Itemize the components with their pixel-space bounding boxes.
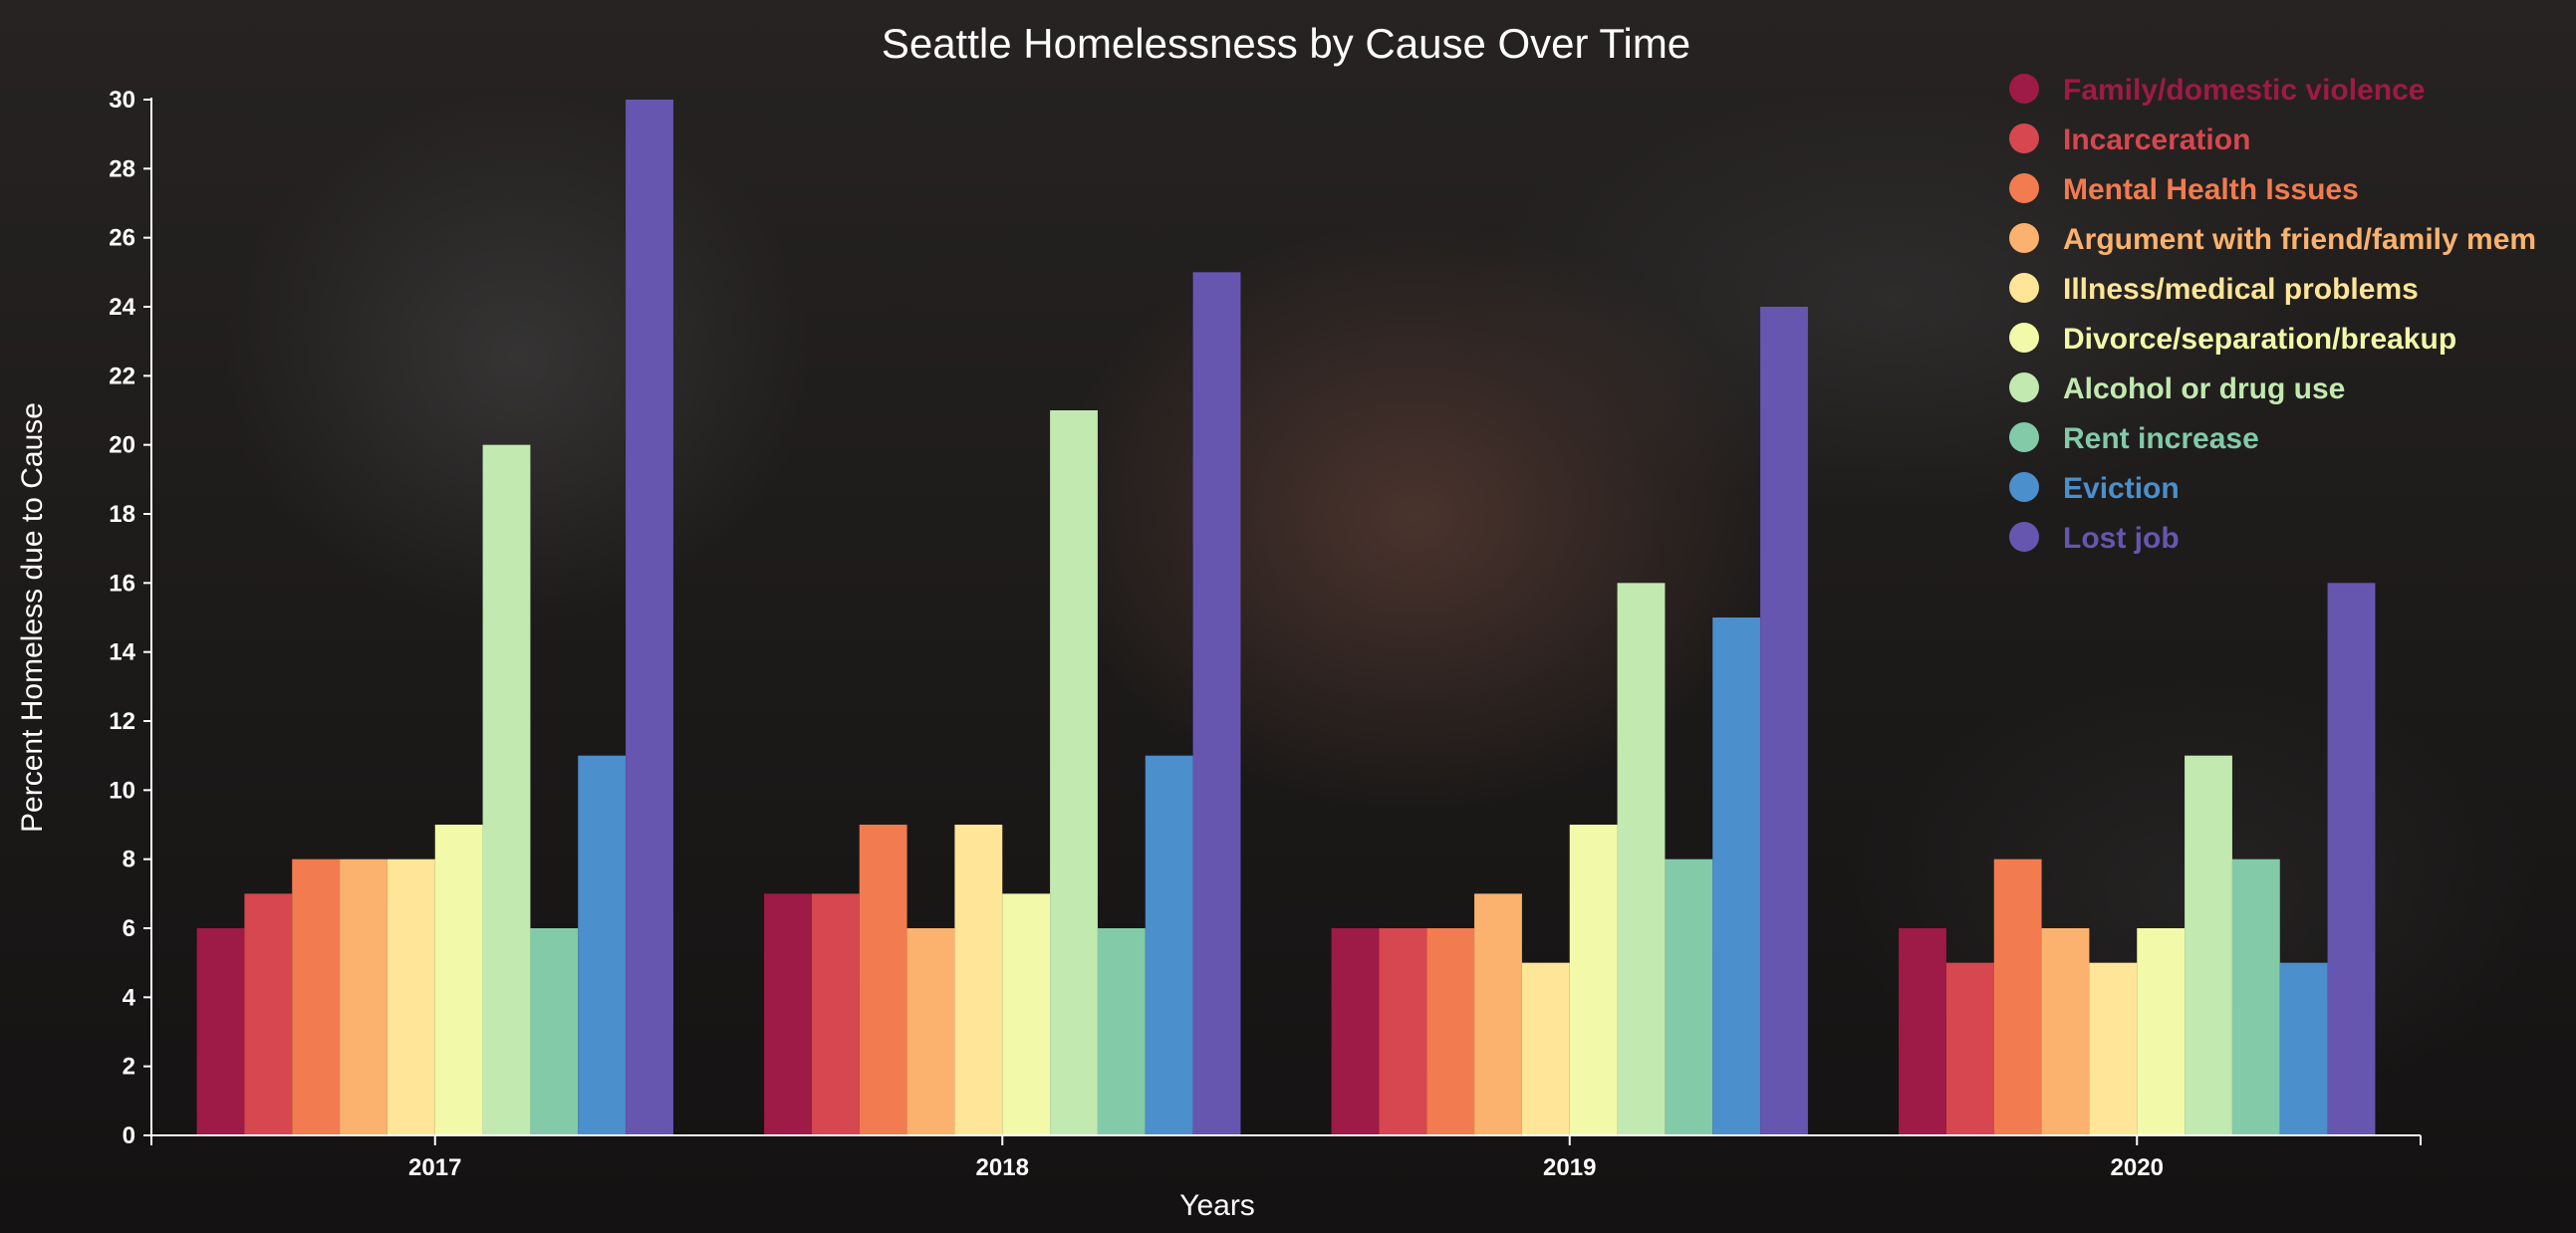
legend-label: Rent increase — [2063, 422, 2259, 455]
y-tick-label: 24 — [109, 294, 135, 321]
bar-2018-family-domestic-violence — [764, 893, 812, 1135]
bar-2018-divorce-separation-breakup — [1002, 893, 1051, 1135]
bar-2019-alcohol-or-drug-use — [1617, 583, 1666, 1135]
bar-2020-illness-medical-problems — [2089, 962, 2138, 1135]
y-tick-label: 0 — [123, 1122, 135, 1149]
legend-label: Argument with friend/family mem — [2063, 223, 2536, 256]
bar-2018-argument-with-friend-family-mem — [906, 928, 955, 1135]
x-tick-label: 2018 — [976, 1154, 1029, 1181]
y-tick-label: 2 — [123, 1054, 135, 1081]
bar-2018-rent-increase — [1097, 928, 1146, 1135]
legend-label: Incarceration — [2063, 123, 2250, 156]
bar-2018-eviction — [1145, 755, 1193, 1135]
bar-2018-mental-health-issues — [859, 825, 907, 1135]
x-axis-title: Years — [1179, 1189, 1255, 1222]
y-tick-label: 4 — [123, 984, 136, 1011]
bar-2017-eviction — [578, 755, 627, 1135]
bar-2017-rent-increase — [530, 928, 579, 1135]
y-tick-label: 18 — [109, 501, 135, 528]
legend-label: Lost job — [2063, 522, 2180, 555]
legend-swatch — [2009, 223, 2039, 253]
bar-2020-argument-with-friend-family-mem — [2041, 928, 2090, 1135]
bar-2019-eviction — [1712, 617, 1761, 1135]
bar-2019-argument-with-friend-family-mem — [1474, 893, 1522, 1135]
bar-2020-mental-health-issues — [1993, 859, 2042, 1135]
bar-2017-family-domestic-violence — [196, 928, 245, 1135]
bar-2017-lost-job — [626, 100, 673, 1135]
legend-label: Eviction — [2063, 472, 2180, 505]
legend-label: Mental Health Issues — [2063, 173, 2359, 206]
bar-2018-incarceration — [811, 893, 860, 1135]
bar-2019-family-domestic-violence — [1331, 928, 1380, 1135]
bars-group — [196, 100, 2376, 1136]
legend-swatch — [2009, 323, 2039, 353]
legend-swatch — [2009, 522, 2039, 552]
legend-swatch — [2009, 123, 2039, 153]
bar-2020-incarceration — [1945, 962, 1994, 1135]
legend-swatch — [2009, 422, 2039, 452]
legend: Family/domestic violence Incarceration Men… — [2009, 74, 2536, 555]
bar-2020-alcohol-or-drug-use — [2185, 755, 2232, 1135]
y-tick-label: 14 — [109, 639, 135, 666]
bar-2017-illness-medical-problems — [386, 859, 435, 1135]
y-tick-label: 16 — [109, 570, 135, 597]
bar-2019-incarceration — [1379, 928, 1427, 1135]
legend-swatch — [2009, 372, 2039, 402]
bar-2020-rent-increase — [2231, 859, 2280, 1135]
y-tick-label: 8 — [123, 847, 135, 873]
legend-label: Illness/medical problems — [2063, 273, 2419, 306]
bar-2017-incarceration — [244, 893, 293, 1135]
bar-2017-mental-health-issues — [292, 859, 341, 1135]
legend-label: Divorce/separation/breakup — [2063, 323, 2456, 356]
y-tick-label: 22 — [109, 363, 135, 389]
y-tick-label: 6 — [123, 915, 135, 942]
legend-swatch — [2009, 273, 2039, 303]
y-tick-label: 10 — [109, 777, 135, 804]
bar-2020-eviction — [2279, 962, 2328, 1135]
bar-2019-mental-health-issues — [1426, 928, 1475, 1135]
bar-2019-lost-job — [1760, 307, 1808, 1135]
bar-2018-alcohol-or-drug-use — [1050, 410, 1098, 1135]
legend-label: Family/domestic violence — [2063, 74, 2425, 107]
bar-2017-divorce-separation-breakup — [434, 825, 483, 1135]
x-tick-label: 2019 — [1543, 1154, 1596, 1181]
legend-swatch — [2009, 74, 2039, 104]
legend-swatch — [2009, 472, 2039, 502]
y-axis-title: Percent Homeless due to Cause — [16, 402, 49, 833]
bar-2019-rent-increase — [1665, 859, 1713, 1135]
y-tick-label: 30 — [109, 87, 135, 114]
bar-2019-divorce-separation-breakup — [1569, 825, 1618, 1135]
bar-2017-alcohol-or-drug-use — [482, 444, 531, 1135]
x-tick-label: 2020 — [2111, 1154, 2164, 1181]
y-tick-label: 12 — [109, 708, 135, 735]
legend-swatch — [2009, 173, 2039, 203]
bar-2017-argument-with-friend-family-mem — [340, 859, 387, 1135]
bar-2018-illness-medical-problems — [954, 825, 1003, 1135]
bar-2020-divorce-separation-breakup — [2137, 928, 2186, 1135]
bar-2019-illness-medical-problems — [1521, 962, 1570, 1135]
bar-2020-lost-job — [2327, 583, 2376, 1135]
bar-2018-lost-job — [1192, 272, 1241, 1136]
y-tick-label: 28 — [109, 155, 135, 182]
y-tick-label: 26 — [109, 225, 135, 252]
legend-label: Alcohol or drug use — [2063, 372, 2345, 405]
bar-2020-family-domestic-violence — [1899, 928, 1946, 1135]
chart-title: Seattle Homelessness by Cause Over Time — [882, 20, 1690, 67]
x-tick-label: 2017 — [408, 1154, 461, 1181]
y-tick-label: 20 — [109, 432, 135, 459]
